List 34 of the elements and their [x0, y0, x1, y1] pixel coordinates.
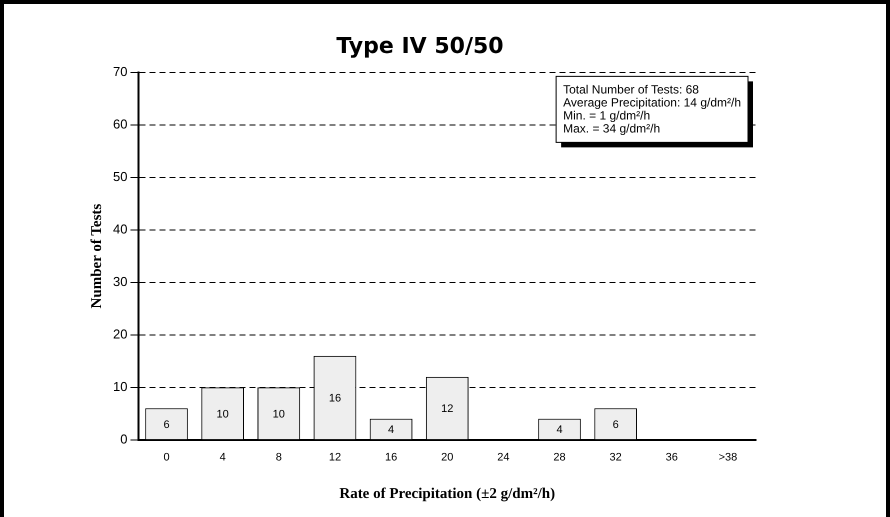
data-label: 4 — [388, 424, 394, 436]
x-tick-label: 20 — [441, 451, 454, 464]
chart-title: Type IV 50/50 — [336, 34, 504, 59]
x-tick-label: 0 — [163, 451, 170, 464]
data-label: 6 — [163, 418, 170, 431]
x-tick-label: 24 — [497, 451, 510, 464]
x-tick-label: 32 — [610, 451, 622, 464]
y-tick-label: 0 — [120, 431, 128, 446]
x-tick-label: 4 — [220, 451, 226, 464]
y-tick-label: 70 — [112, 64, 128, 79]
x-tick-label: 16 — [384, 451, 398, 464]
x-tick-label: 28 — [553, 451, 566, 464]
y-axis-title: Number of Tests — [88, 204, 105, 308]
x-tick-label: 8 — [276, 451, 282, 464]
y-tick-label: 40 — [112, 221, 128, 236]
y-tick-label: 10 — [112, 378, 128, 394]
annotation: Max. = 34 g/dm²/h — [563, 121, 660, 136]
data-label: 10 — [216, 408, 229, 420]
x-axis-title: Rate of Precipitation (±2 g/dm²/h) — [339, 486, 556, 502]
annotation: Average Precipitation: 14 g/dm²/h — [563, 95, 742, 110]
data-label: 12 — [441, 403, 454, 416]
x-tick-label: 12 — [328, 451, 342, 464]
x-tick-label: >38 — [718, 451, 738, 464]
data-label: 4 — [556, 424, 563, 436]
y-tick-label: 20 — [112, 326, 128, 342]
y-tick-label: 50 — [112, 168, 128, 184]
x-tick-label: 36 — [666, 451, 678, 464]
y-tick-label: 30 — [112, 274, 128, 289]
annotation: Total Number of Tests: 68 — [563, 82, 700, 96]
data-label: 6 — [612, 418, 619, 431]
annotation: Min. = 1 g/dm²/h — [563, 108, 650, 122]
y-tick-label: 60 — [112, 116, 128, 132]
data-label: 16 — [328, 392, 342, 405]
data-label: 10 — [272, 408, 285, 420]
